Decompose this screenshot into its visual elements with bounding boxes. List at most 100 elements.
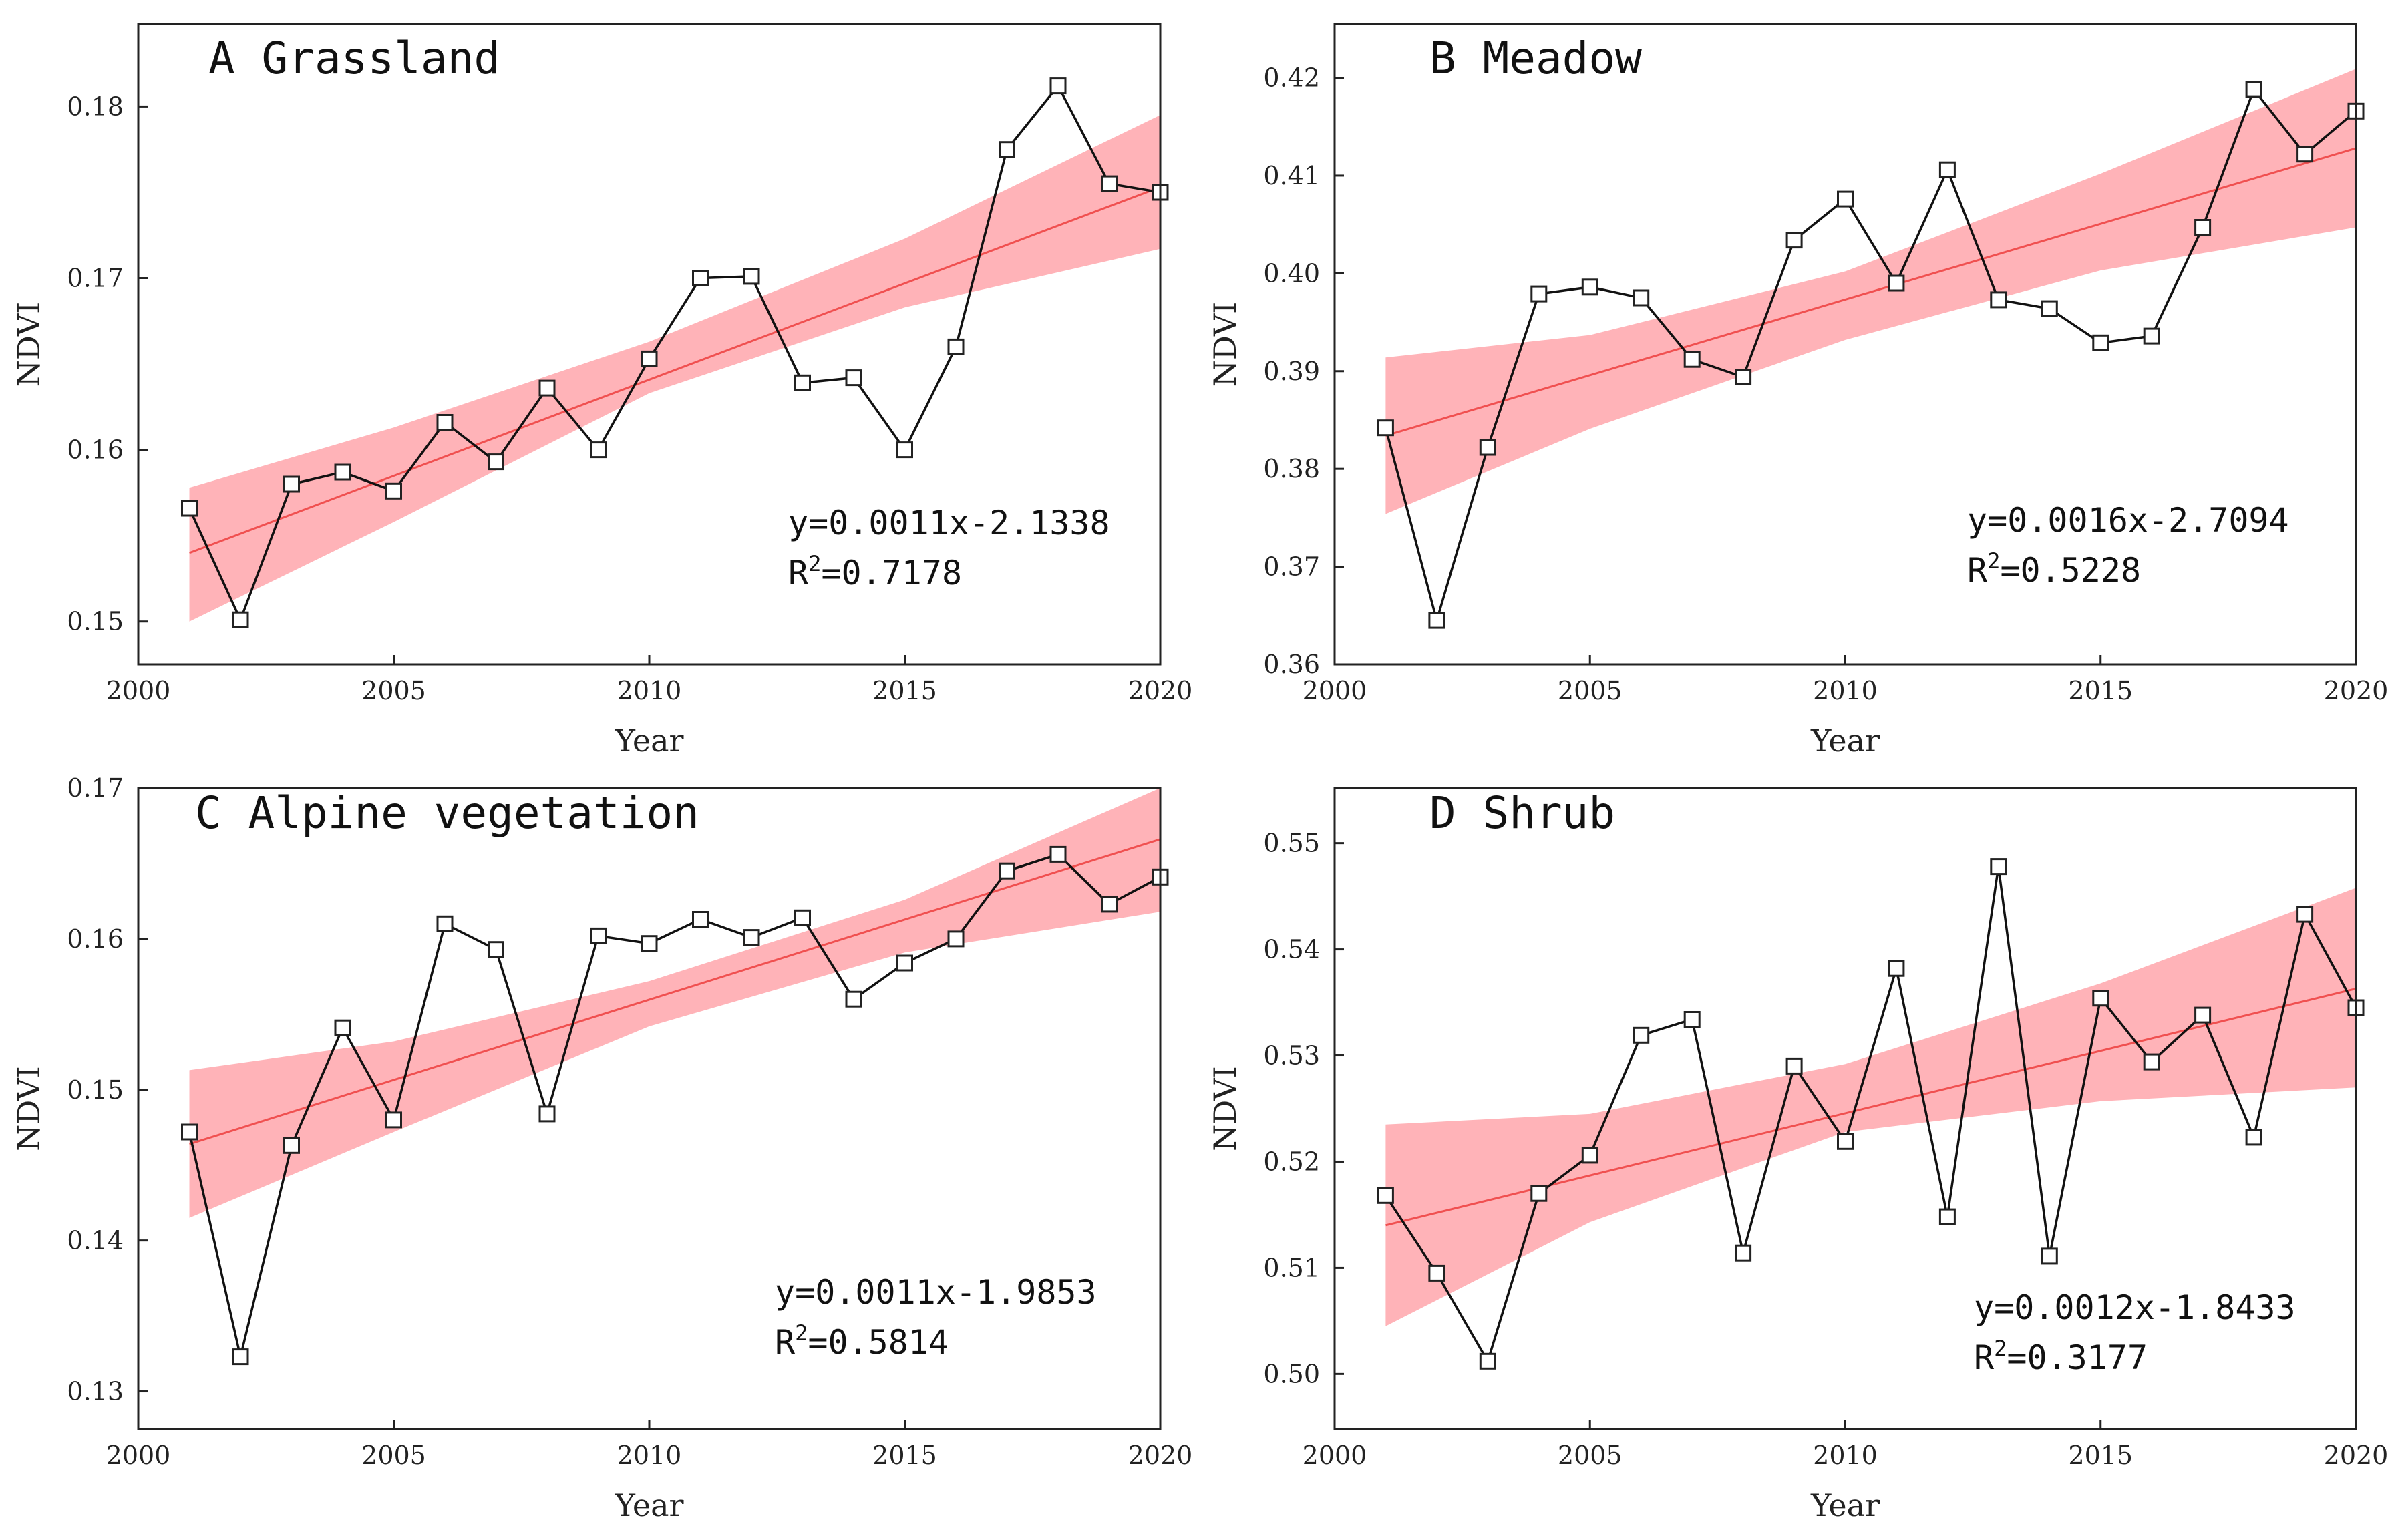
regression-equation: y=0.0011x-2.1338 <box>788 504 1110 542</box>
x-tick-label: 2015 <box>872 676 937 705</box>
y-tick-label: 0.17 <box>67 773 124 803</box>
ndvi-series-line <box>1384 866 2357 1364</box>
x-axis-title: Year <box>614 1487 683 1523</box>
data-point-2017 <box>999 141 1015 158</box>
chart-panel-a: 2000 2005 2010 2015 2020 0.15 0.16 0.17 0.18 Year… <box>11 23 1193 759</box>
data-point-2001 <box>181 1123 198 1141</box>
r-squared-value: =0.3177 <box>2007 1338 2148 1377</box>
data-point-2010 <box>641 350 658 367</box>
regression-equation: y=0.0016x-2.7094 <box>1967 501 2289 540</box>
data-point-2006 <box>436 915 454 932</box>
ndvi-series-line <box>1384 87 2357 625</box>
x-axis-title: Year <box>1810 1487 1880 1523</box>
ndvi-series-line <box>188 853 1161 1358</box>
r-squared-label: R2=0.5814 <box>775 1320 949 1362</box>
data-point-2012 <box>743 268 760 285</box>
x-tick-label: 2020 <box>1128 1440 1193 1470</box>
plot-frame <box>1333 23 2357 666</box>
chart-panel-b: 2000 2005 2010 2015 2020 0.36 0.37 0.38 0.39 0.40… <box>1207 23 2389 759</box>
data-point-2015 <box>2092 334 2109 351</box>
data-point-2016 <box>2143 327 2160 345</box>
confidence-band <box>189 115 1160 622</box>
data-point-2007 <box>488 941 504 958</box>
x-tick-label: 2010 <box>617 676 682 705</box>
x-tick-label: 2010 <box>617 1440 682 1470</box>
data-point-2008 <box>538 1105 556 1123</box>
panel-title: B Meadow <box>1429 33 1642 84</box>
y-tick-label: 0.38 <box>1263 454 1320 484</box>
regression-equation: y=0.0011x-1.9853 <box>775 1273 1097 1312</box>
data-point-2004 <box>334 463 351 481</box>
r-squared-symbol: R <box>1974 1338 1995 1377</box>
data-point-2018 <box>2245 1129 2262 1146</box>
data-point-2014 <box>845 369 862 387</box>
data-point-2015 <box>896 441 913 459</box>
data-point-2003 <box>1479 1352 1496 1370</box>
r-squared-value: =0.5228 <box>2000 551 2141 590</box>
x-tick-label: 2020 <box>2324 1440 2389 1470</box>
x-tick-label: 2020 <box>2324 676 2389 705</box>
data-point-2005 <box>1581 278 1598 296</box>
y-tick-label: 0.14 <box>67 1226 124 1256</box>
data-point-2006 <box>1633 1026 1650 1044</box>
data-point-2001 <box>1377 419 1394 437</box>
data-point-2002 <box>1428 1264 1445 1282</box>
r-squared-symbol: R <box>788 554 809 592</box>
data-point-2001 <box>181 500 198 517</box>
data-point-2013 <box>794 374 811 391</box>
y-tick-label: 0.15 <box>67 607 124 636</box>
data-point-2002 <box>1428 612 1445 629</box>
data-point-2019 <box>1101 896 1118 913</box>
plot-area <box>189 788 1160 1218</box>
data-point-2017 <box>2194 1006 2212 1024</box>
data-point-2006 <box>1633 289 1650 307</box>
x-tick-label: 2005 <box>1558 1440 1623 1470</box>
data-point-2004 <box>1530 285 1548 303</box>
data-point-2003 <box>283 1137 300 1154</box>
data-point-2008 <box>1735 369 1752 385</box>
data-point-2016 <box>2143 1053 2160 1071</box>
data-point-2003 <box>1479 439 1496 456</box>
data-point-2015 <box>896 954 913 972</box>
y-tick-label: 0.53 <box>1263 1041 1320 1071</box>
data-point-2004 <box>1530 1185 1548 1202</box>
r-squared-label: R2=0.5228 <box>1967 548 2141 590</box>
data-point-2011 <box>692 911 709 928</box>
y-tick-label: 0.17 <box>67 264 124 293</box>
y-tick-label: 0.55 <box>1263 829 1320 858</box>
y-axis-title: NDVI <box>11 1066 47 1151</box>
data-point-2003 <box>283 475 300 493</box>
x-tick-label: 2010 <box>1813 676 1878 705</box>
y-tick-label: 0.15 <box>67 1075 124 1105</box>
r-squared-superscript: 2 <box>795 1320 808 1346</box>
y-tick-label: 0.40 <box>1263 258 1320 288</box>
data-point-2007 <box>488 453 504 471</box>
r-squared-symbol: R <box>775 1323 796 1362</box>
x-tick-label: 2000 <box>106 1440 171 1470</box>
y-tick-label: 0.16 <box>67 435 124 465</box>
data-point-2011 <box>1888 960 1905 977</box>
y-tick-label: 0.36 <box>1263 650 1320 679</box>
data-point-2002 <box>232 611 249 628</box>
data-point-2016 <box>947 338 965 355</box>
regression-line <box>188 186 1160 554</box>
data-point-2010 <box>641 935 658 952</box>
plot-area <box>1385 888 2356 1326</box>
y-tick-label: 0.42 <box>1263 63 1320 93</box>
data-point-2010 <box>1837 1133 1854 1150</box>
r-squared-label: R2=0.3177 <box>1974 1336 2148 1377</box>
data-point-2014 <box>845 990 862 1008</box>
data-point-2018 <box>2245 81 2262 98</box>
data-point-2012 <box>743 929 760 946</box>
y-axis-title: NDVI <box>11 302 47 387</box>
r-squared-symbol: R <box>1967 551 1988 590</box>
y-tick-label: 0.16 <box>67 924 124 954</box>
regression-line <box>189 838 1160 1145</box>
x-tick-label: 2020 <box>1128 676 1193 705</box>
chart-panel-c: 2000 2005 2010 2015 2020 0.13 0.14 0.15 0.16 0.17… <box>11 773 1192 1523</box>
data-point-2001 <box>1377 1187 1394 1204</box>
data-point-2018 <box>1049 77 1067 95</box>
data-point-2013 <box>1990 858 2007 876</box>
data-point-2017 <box>2194 219 2212 236</box>
